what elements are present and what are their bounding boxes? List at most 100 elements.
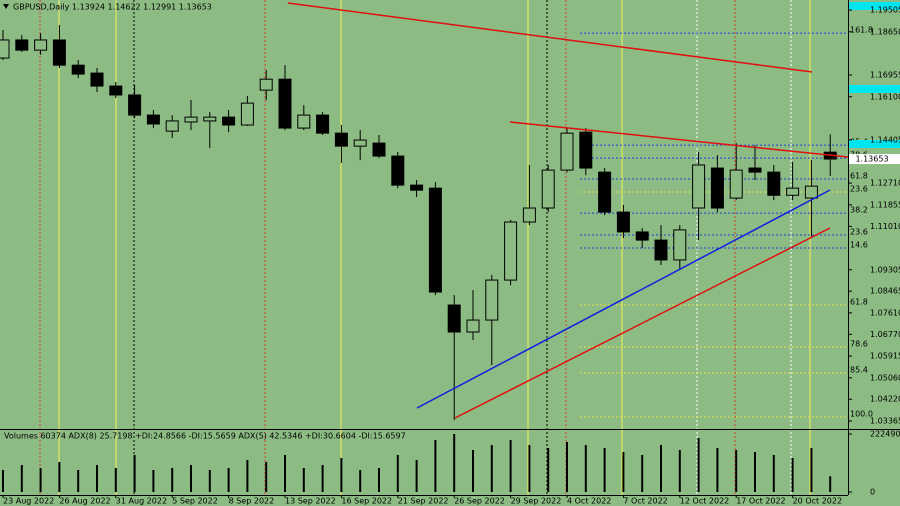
- fib-label: 61.8: [850, 298, 868, 307]
- x-tick-label: 4 Oct 2022: [567, 497, 611, 506]
- y-tick-label: 1.08465: [870, 287, 900, 296]
- fib-label: 23.6: [850, 184, 868, 193]
- candle-body: [767, 171, 781, 196]
- candle-body: [710, 167, 724, 209]
- candle-body: [560, 132, 574, 171]
- menu-triangle: [3, 4, 9, 9]
- candle-body: [410, 184, 424, 191]
- y-tick-label: 1.04220: [870, 395, 900, 404]
- candle-body: [316, 114, 330, 134]
- candle-body: [673, 229, 687, 261]
- candle-body: [15, 39, 29, 51]
- y-tick-label: 1.05060: [870, 373, 900, 382]
- y-tick-label: 1.16100: [870, 92, 900, 101]
- candle-body: [222, 116, 236, 126]
- candle-body: [598, 171, 612, 213]
- x-tick-label: 23 Aug 2022: [3, 497, 54, 506]
- candle-body: [90, 72, 104, 87]
- candle-body: [692, 164, 706, 209]
- candle-body: [52, 39, 66, 66]
- x-tick-label: 17 Oct 2022: [736, 497, 785, 506]
- y-tick-label: 1.18650: [870, 27, 900, 36]
- trend-lines: [287, 2, 849, 419]
- x-tick-label: 26 Aug 2022: [59, 497, 110, 506]
- candle-body: [616, 211, 630, 233]
- y-tick-label: 222490: [870, 430, 900, 439]
- candle-body: [372, 142, 386, 157]
- candle-body: [278, 78, 292, 129]
- candle-body: [334, 132, 348, 147]
- candle-body: [259, 78, 273, 91]
- candle-body: [240, 102, 254, 126]
- x-tick-label: 8 Sep 2022: [229, 497, 275, 506]
- y-tick-label: 1.11010: [870, 222, 900, 231]
- fib-label: 38.2: [850, 206, 868, 215]
- alert-marker: [848, 140, 900, 148]
- alert-marker: [848, 85, 900, 93]
- y-tick-label: 1.19505: [870, 6, 900, 15]
- y-tick-label: 1.05915: [870, 352, 900, 361]
- y-tick-label: 1.11855: [870, 200, 900, 209]
- fib-label: 78.6: [850, 340, 868, 349]
- candles: [0, 24, 837, 421]
- x-tick-label: 26 Sep 2022: [454, 497, 505, 506]
- candle-body: [428, 187, 442, 293]
- y-tick-label: 1.16955: [870, 70, 900, 79]
- y-tick-label: 1.14405: [870, 135, 900, 144]
- candle-body: [522, 207, 536, 223]
- candle-body: [109, 85, 123, 96]
- x-tick-label: 13 Sep 2022: [285, 497, 336, 506]
- candle-body: [485, 279, 499, 321]
- candle-body: [804, 185, 818, 199]
- candle-body: [391, 155, 405, 186]
- candle-body: [729, 169, 743, 199]
- candle-body: [579, 131, 593, 169]
- fib-label: 14.6: [850, 240, 868, 249]
- fib-label: 85.4: [850, 366, 868, 375]
- y-tick-label: 1.06770: [870, 330, 900, 339]
- y-tick-label: 1.12710: [870, 179, 900, 188]
- candle-body: [504, 221, 518, 281]
- candle-body: [297, 114, 311, 129]
- x-tick-label: 21 Sep 2022: [398, 497, 449, 506]
- alert-marker: [848, 2, 900, 10]
- fib-label: 161.8: [850, 26, 873, 35]
- candle-body: [203, 116, 217, 122]
- y-tick-label: 1.07610: [870, 308, 900, 317]
- fib-label: 100.0: [850, 410, 873, 419]
- y-tick-label: 0: [870, 488, 875, 497]
- candle-body: [654, 239, 668, 261]
- candle-body: [466, 319, 480, 333]
- candle-body: [34, 39, 48, 51]
- candle-body: [447, 304, 461, 333]
- candle-body: [0, 39, 10, 59]
- x-tick-label: 20 Oct 2022: [793, 497, 842, 506]
- x-tick-label: 7 Oct 2022: [623, 497, 667, 506]
- candle-body: [635, 231, 649, 241]
- x-tick-label: 16 Sep 2022: [341, 497, 392, 506]
- x-tick-label: 12 Oct 2022: [680, 497, 729, 506]
- chart-title: GBPUSD,Daily 1.13924 1.14622 1.12991 1.1…: [13, 3, 212, 12]
- x-tick-label: 29 Sep 2022: [511, 497, 562, 506]
- y-tick-label: 1.09305: [870, 265, 900, 274]
- fib-label: 61.8: [850, 171, 868, 180]
- current-price: 1.13653: [855, 155, 888, 164]
- candle-body: [184, 116, 198, 123]
- candle-body: [786, 187, 800, 196]
- candle-body: [353, 139, 367, 147]
- x-tick-label: 31 Aug 2022: [116, 497, 167, 506]
- candle-body: [748, 167, 762, 173]
- candle-body: [165, 120, 179, 132]
- fib-label: 23.6: [850, 228, 868, 237]
- candle-body: [71, 64, 85, 75]
- candle-body: [128, 94, 142, 116]
- candle-body: [541, 169, 555, 209]
- candle-body: [146, 114, 160, 125]
- current-price-box: [849, 154, 900, 165]
- indicator-title: Volumes 60374 ADX(8) 25.7198 +DI:24.8566…: [4, 432, 406, 441]
- y-tick-label: 1.03365: [870, 416, 900, 425]
- x-tick-label: 5 Sep 2022: [172, 497, 218, 506]
